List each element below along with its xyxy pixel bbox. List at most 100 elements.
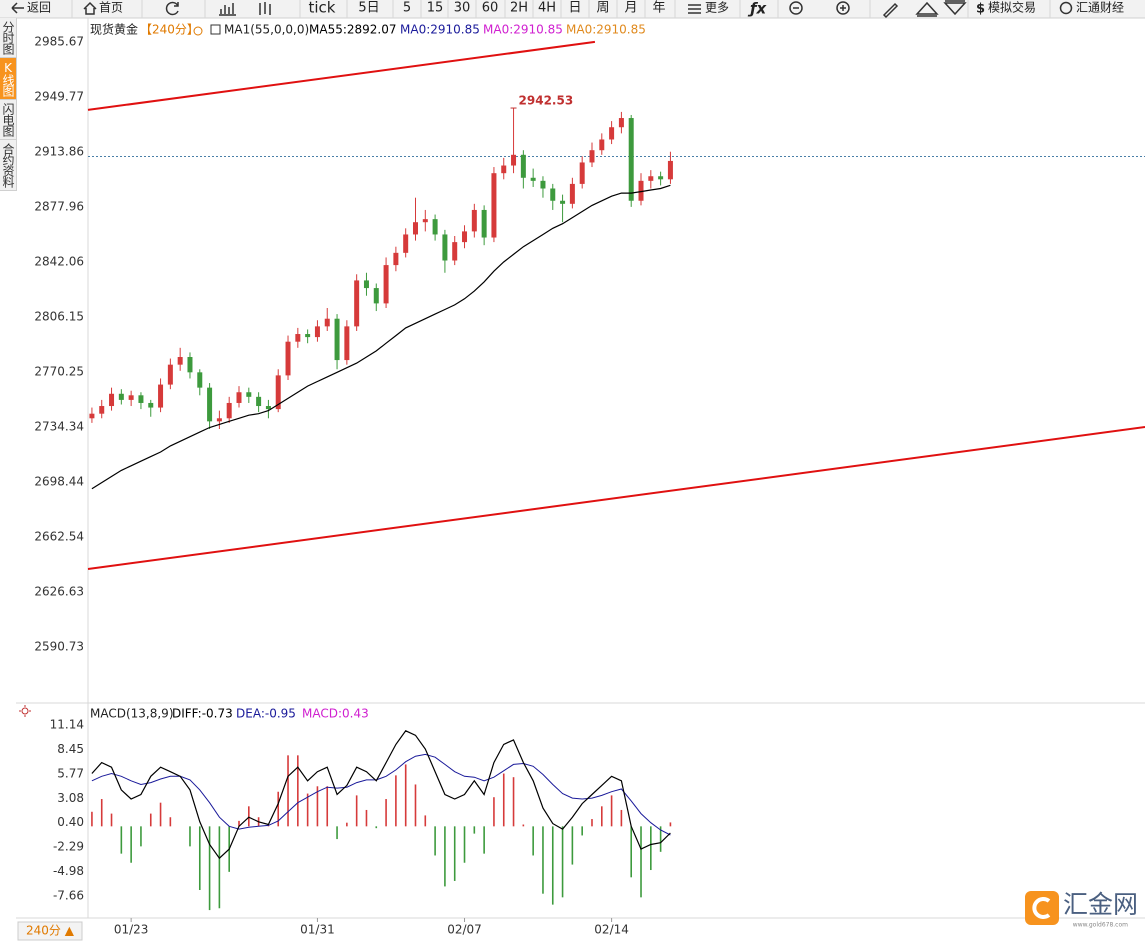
- period-button-box[interactable]: [17, 921, 83, 941]
- candle-body: [118, 393, 124, 400]
- trend-line: [87, 426, 1145, 571]
- candle-body: [109, 393, 115, 407]
- dea-line: [91, 753, 671, 836]
- logo-icon: [1025, 891, 1059, 925]
- period-tab[interactable]: 30: [454, 1, 471, 16]
- candle-body: [207, 387, 213, 422]
- candle-body: [383, 265, 389, 304]
- brand-button[interactable]: 汇通财经: [1076, 1, 1124, 15]
- candle-body: [442, 234, 448, 261]
- y-tick-label: 2842.06: [34, 254, 84, 268]
- period-tab[interactable]: 年: [652, 1, 665, 16]
- sidebar-tab[interactable]: 闪电图: [0, 100, 16, 140]
- period-tab[interactable]: 60: [482, 1, 499, 16]
- candle-body: [354, 280, 360, 327]
- candle-body: [569, 183, 575, 204]
- x-tick-label: 02/14: [594, 923, 629, 937]
- refresh-icon[interactable]: [165, 1, 179, 16]
- toolbar-separators: [71, 0, 1051, 18]
- candle-body: [363, 280, 369, 289]
- candle-body: [216, 418, 222, 422]
- back-button[interactable]: 返回: [27, 1, 51, 15]
- bar-icon[interactable]: [219, 3, 236, 16]
- candle-body: [246, 392, 252, 397]
- candle-body: [481, 209, 487, 238]
- candle-body: [285, 341, 291, 376]
- y-tick-label: -4.98: [53, 864, 84, 878]
- x-tick-label: 01/31: [300, 923, 335, 937]
- tri-down-icon[interactable]: [943, 0, 967, 16]
- toolbar: [0, 0, 1145, 18]
- sidebar: 分时图 K线图 闪电图 合约资料: [0, 18, 17, 191]
- y-tick-label: 2698.44: [34, 474, 84, 488]
- toolbar-icons: ƒx $: [11, 0, 1073, 19]
- candle-body: [452, 242, 458, 261]
- y-tick-label: 3.08: [57, 791, 84, 805]
- candle-body: [422, 219, 428, 223]
- diff-line: [91, 730, 671, 860]
- candle-icon[interactable]: [259, 2, 271, 15]
- period-button[interactable]: 240分 ▲: [26, 924, 75, 938]
- more-button[interactable]: 更多: [705, 1, 729, 15]
- logo-url: www.gold678.com: [1073, 922, 1128, 929]
- y-tick-label: 2662.54: [34, 529, 84, 543]
- high-label: 2942.53: [519, 94, 574, 108]
- more-icon[interactable]: [688, 4, 701, 14]
- y-tick-label: 2806.15: [34, 309, 84, 323]
- period-tab[interactable]: 5: [403, 1, 411, 16]
- legend-label: MA0:2910.85: [566, 23, 646, 37]
- x-tick-label: 01/23: [114, 923, 149, 937]
- zoom-in-icon[interactable]: [836, 1, 850, 15]
- candle-body: [314, 326, 320, 338]
- candle-body: [530, 177, 536, 181]
- brand-icon: [1059, 1, 1073, 15]
- candle-body: [99, 406, 105, 414]
- sidebar-tab[interactable]: K线图: [0, 58, 16, 100]
- candle-body: [256, 396, 262, 407]
- candle-body: [560, 200, 566, 204]
- candle-body: [599, 139, 605, 151]
- candle-body: [295, 334, 301, 342]
- tick-button[interactable]: tick: [309, 0, 336, 17]
- candle-body: [167, 364, 173, 385]
- legend-label: DEA:-0.95: [236, 707, 296, 721]
- candle-body: [158, 384, 164, 408]
- sidebar-tab[interactable]: 分时图: [0, 18, 16, 58]
- y-tick-label: -7.66: [53, 889, 84, 903]
- home-icon[interactable]: [83, 1, 97, 15]
- fx-icon[interactable]: ƒx: [747, 0, 768, 18]
- y-tick-label: -2.29: [53, 840, 84, 854]
- sidebar-tab[interactable]: 合约资料: [0, 140, 16, 191]
- candle-body: [550, 188, 556, 201]
- period-tab[interactable]: 4H: [538, 1, 556, 16]
- home-button[interactable]: 首页: [99, 1, 123, 15]
- back-icon[interactable]: [11, 2, 24, 14]
- y-tick-label: 5.77: [57, 766, 84, 780]
- y-tick-label: 2913.86: [34, 144, 84, 158]
- tri-up-icon[interactable]: [915, 1, 939, 17]
- macd-icon: [19, 705, 31, 717]
- period-tab[interactable]: 5日: [358, 1, 379, 16]
- candle-body: [373, 288, 379, 304]
- period-tab[interactable]: 日: [568, 1, 581, 16]
- candle-body: [491, 173, 497, 238]
- legend-label: MA55:2892.07: [309, 23, 397, 37]
- period-tab[interactable]: 月: [624, 1, 637, 16]
- zoom-out-icon[interactable]: [789, 1, 803, 15]
- period-tab[interactable]: 15: [427, 1, 444, 16]
- period-label: 【240分】: [140, 23, 199, 37]
- sim-trade-button[interactable]: 模拟交易: [988, 0, 1036, 15]
- pen-icon[interactable]: [882, 2, 899, 19]
- period-tab[interactable]: 2H: [510, 1, 528, 16]
- candle-body: [667, 160, 673, 180]
- candle-body: [226, 402, 232, 419]
- y-tick-label: 2877.96: [34, 199, 84, 213]
- legend-label: MA0:2910.85: [483, 23, 563, 37]
- candle-body: [589, 150, 595, 163]
- candle-body: [89, 413, 95, 419]
- indicator-box: [210, 24, 221, 35]
- candle-body: [344, 326, 350, 361]
- ma-line: [91, 184, 671, 490]
- period-tab[interactable]: 周: [596, 1, 609, 16]
